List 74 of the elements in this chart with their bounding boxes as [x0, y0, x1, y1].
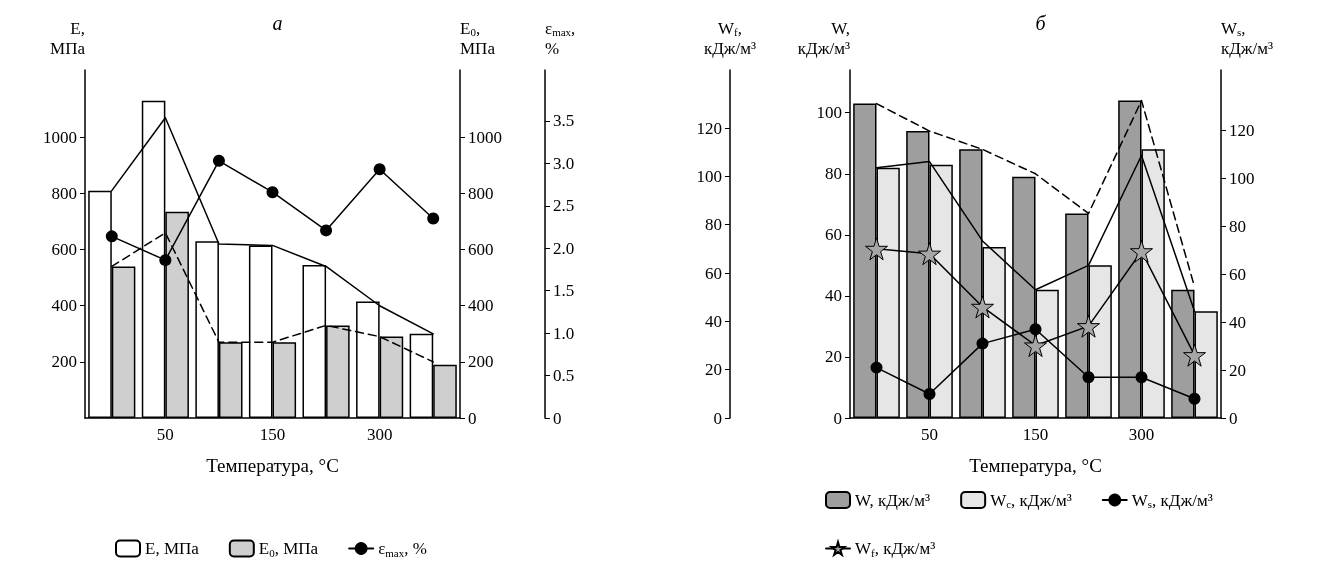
y2-tick-label: 60	[1229, 264, 1246, 284]
y3-tick-label: 80	[705, 215, 722, 235]
point	[1130, 239, 1153, 263]
point	[923, 388, 936, 400]
y-tick-label: 0	[833, 408, 842, 428]
point	[870, 361, 883, 374]
point	[212, 154, 225, 167]
y-tick-label: 20	[825, 347, 842, 367]
point	[266, 186, 279, 199]
y3-tick-label: 120	[696, 118, 722, 138]
chart-title: б	[1035, 12, 1047, 34]
point	[1029, 323, 1042, 336]
y-tick-label: 600	[51, 240, 77, 260]
point	[159, 254, 172, 267]
y-tick-label: 100	[816, 103, 842, 123]
y3-tick-label: 20	[705, 360, 722, 380]
y3-tick-label: 2.0	[553, 238, 575, 258]
y2-tick-label: 80	[1229, 216, 1246, 236]
point	[976, 337, 989, 350]
y2-tick-label: 0	[1229, 408, 1238, 428]
y3-tick-label: 0.5	[553, 366, 575, 386]
y3-tick-label: 0	[713, 408, 722, 428]
y3-tick-label: 0	[553, 408, 562, 428]
y3-tick-label: 3.5	[553, 111, 575, 131]
y2-tick-label: 20	[1229, 360, 1246, 380]
point	[1024, 334, 1047, 357]
y2-tick-label: 1000	[468, 127, 502, 147]
point	[1183, 343, 1206, 367]
x-tick-label: 50	[156, 425, 174, 444]
y3-tick-label: 1.0	[553, 323, 575, 343]
y3-tick-label: 3.0	[553, 153, 575, 173]
point	[1077, 314, 1100, 338]
y2-tick-label: 800	[468, 183, 494, 203]
point	[105, 230, 118, 243]
x-axis-title: Температура, °C	[206, 455, 339, 476]
y-tick-label: 200	[51, 352, 77, 372]
y-tick-label: 80	[825, 164, 842, 184]
point	[918, 242, 941, 266]
y3-tick-label: 2.5	[553, 196, 575, 216]
y3-tick-label: 1.5	[553, 281, 575, 301]
y2-tick-label: 400	[468, 296, 494, 316]
y2-tick-label: 200	[468, 352, 494, 372]
point	[865, 237, 888, 261]
point	[1135, 371, 1148, 384]
y2-tick-label: 120	[1229, 120, 1255, 140]
y3-tick-label: 60	[705, 263, 722, 283]
y3-tick-label: 100	[696, 166, 722, 186]
x-tick-label: 150	[259, 425, 286, 444]
x-tick-label: 50	[921, 425, 938, 444]
chart-title: а	[272, 12, 283, 34]
y-axis-title: W, кДж/м³	[797, 18, 850, 58]
y-tick-label: 400	[51, 296, 77, 316]
point	[373, 163, 386, 176]
x-tick-label: 150	[1022, 425, 1049, 444]
point	[1188, 392, 1201, 405]
y-axis-title: E, МПа	[50, 18, 86, 58]
x-tick-label: 300	[366, 425, 393, 444]
x-axis-title: Температура, °C	[969, 455, 1102, 476]
legend-label: E, МПа	[145, 539, 200, 558]
y-tick-label: 60	[825, 225, 842, 245]
point	[320, 224, 333, 237]
y2-tick-label: 0	[468, 408, 477, 428]
y-tick-label: 40	[825, 286, 842, 306]
x-tick-label: 300	[1128, 425, 1155, 444]
legend-label: W, кДж/м³	[855, 490, 931, 510]
point	[971, 295, 994, 319]
y-tick-label: 800	[51, 183, 77, 203]
y3-tick-label: 40	[705, 311, 722, 331]
y2-tick-label: 600	[468, 240, 494, 260]
y-tick-label: 1000	[43, 127, 77, 147]
point	[1082, 371, 1095, 384]
y2-tick-label: 100	[1229, 168, 1255, 188]
y2-tick-label: 40	[1229, 312, 1246, 332]
point	[427, 212, 440, 225]
